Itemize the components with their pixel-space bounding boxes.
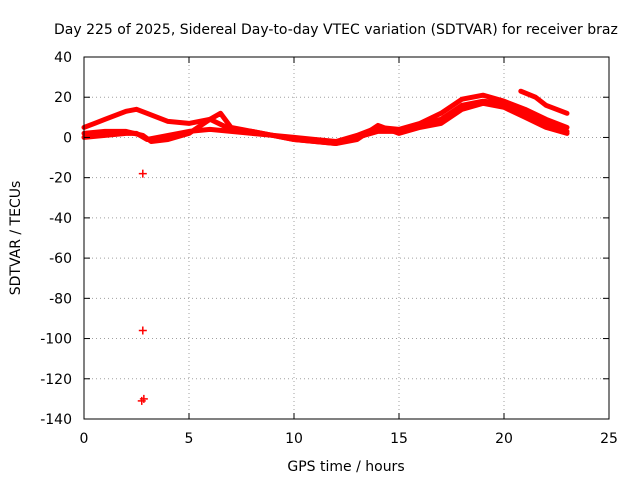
series-band-d	[518, 88, 570, 116]
tick-layer: 0 5 10 15 20 25 40 20 0 -20 -40 -60 -80 -100 -120 -140	[40, 50, 618, 447]
x-tick-label: 25	[600, 431, 618, 447]
x-tick-label: 10	[285, 431, 303, 447]
outlier-point	[138, 326, 147, 335]
y-tick-label: 20	[54, 90, 72, 106]
x-tick-label: 15	[390, 431, 408, 447]
x-tick-label: 20	[495, 431, 513, 447]
y-tick-label: -20	[49, 171, 72, 187]
plot-frame	[83, 56, 610, 420]
x-tick-label: 0	[80, 431, 89, 447]
series-band-c	[81, 98, 570, 146]
chart-title: Day 225 of 2025, Sidereal Day-to-day VTE…	[54, 22, 618, 38]
outlier-point	[138, 169, 147, 178]
y-tick-label: 40	[54, 50, 72, 66]
y-tick-label: -140	[40, 412, 72, 428]
y-tick-label: -120	[40, 372, 72, 388]
series-layer	[81, 88, 570, 146]
y-tick-label: -80	[49, 291, 72, 307]
outlier-point	[139, 394, 148, 403]
y-tick-label: 0	[63, 130, 72, 146]
grid	[84, 57, 609, 419]
y-tick-label: -40	[49, 211, 72, 227]
y-tick-label: -100	[40, 332, 72, 348]
y-axis-label: SDTVAR / TECUs	[8, 181, 24, 296]
x-axis-label: GPS time / hours	[287, 459, 404, 475]
x-tick-label: 5	[185, 431, 194, 447]
outlier-layer	[137, 169, 148, 405]
y-tick-label: -60	[49, 251, 72, 267]
